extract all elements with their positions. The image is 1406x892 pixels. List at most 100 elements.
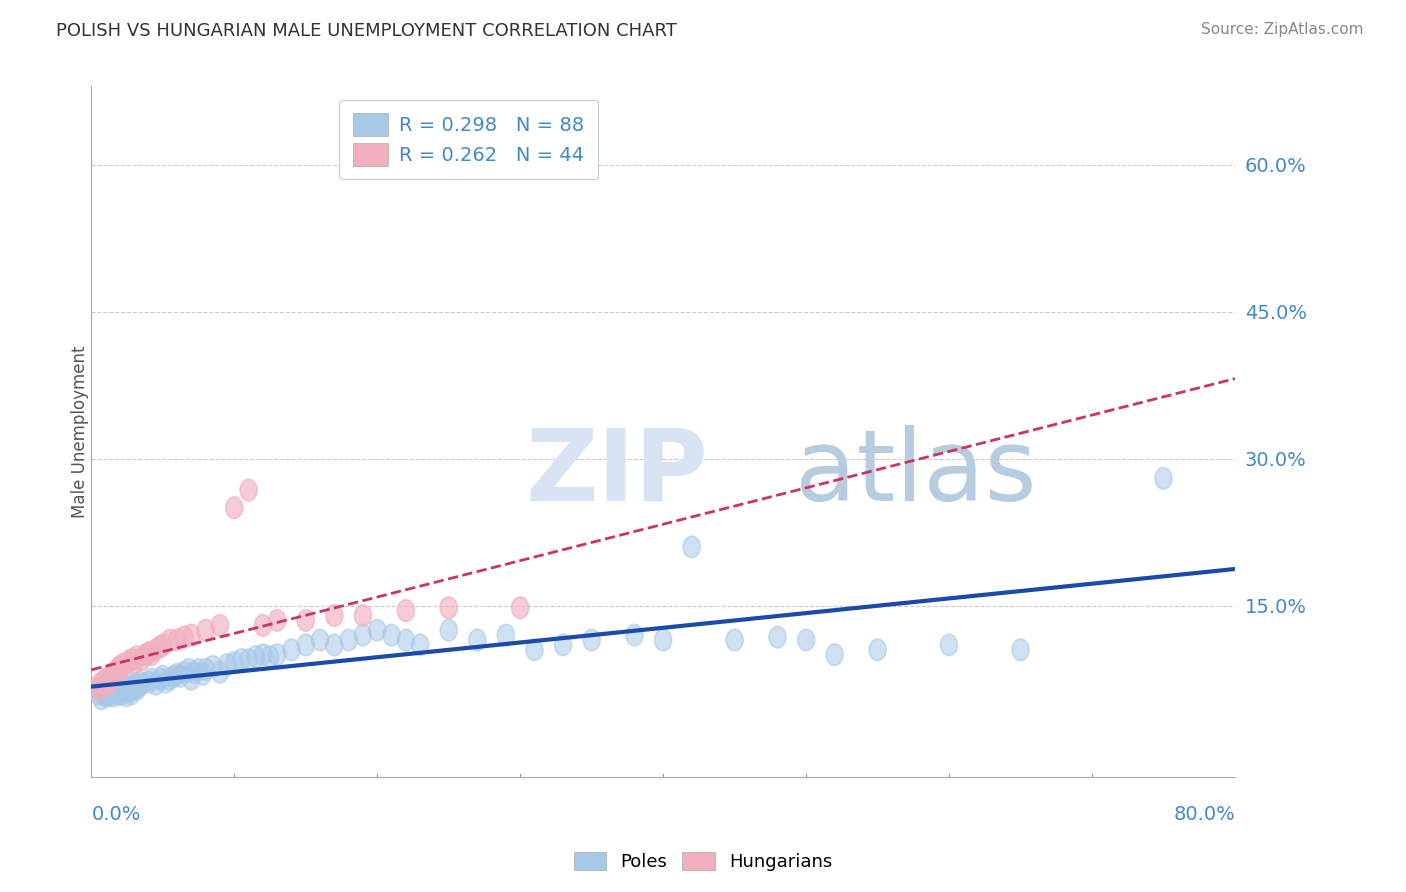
- Ellipse shape: [233, 648, 250, 671]
- Ellipse shape: [97, 685, 114, 706]
- Ellipse shape: [162, 668, 179, 690]
- Ellipse shape: [326, 605, 343, 626]
- Ellipse shape: [129, 675, 148, 697]
- Ellipse shape: [468, 629, 486, 651]
- Ellipse shape: [166, 665, 183, 687]
- Ellipse shape: [183, 668, 200, 690]
- Ellipse shape: [117, 685, 134, 706]
- Ellipse shape: [155, 634, 172, 656]
- Ellipse shape: [114, 678, 131, 700]
- Ellipse shape: [869, 639, 886, 661]
- Ellipse shape: [368, 619, 385, 641]
- Ellipse shape: [114, 673, 131, 695]
- Ellipse shape: [121, 681, 139, 702]
- Ellipse shape: [110, 662, 127, 683]
- Ellipse shape: [148, 673, 165, 695]
- Ellipse shape: [101, 678, 118, 700]
- Ellipse shape: [132, 673, 150, 695]
- Ellipse shape: [1154, 467, 1173, 489]
- Ellipse shape: [90, 683, 107, 705]
- Ellipse shape: [103, 683, 120, 705]
- Ellipse shape: [440, 619, 457, 641]
- Ellipse shape: [157, 672, 174, 693]
- Ellipse shape: [100, 685, 117, 706]
- Ellipse shape: [626, 624, 643, 646]
- Ellipse shape: [101, 673, 118, 695]
- Ellipse shape: [440, 597, 457, 618]
- Ellipse shape: [152, 636, 169, 657]
- Ellipse shape: [326, 634, 343, 656]
- Ellipse shape: [120, 673, 138, 695]
- Ellipse shape: [108, 678, 125, 700]
- Ellipse shape: [97, 681, 114, 703]
- Ellipse shape: [94, 672, 111, 693]
- Ellipse shape: [583, 629, 600, 651]
- Ellipse shape: [122, 648, 141, 671]
- Ellipse shape: [114, 654, 131, 675]
- Ellipse shape: [98, 673, 115, 695]
- Ellipse shape: [169, 664, 186, 685]
- Ellipse shape: [162, 629, 179, 651]
- Ellipse shape: [122, 683, 141, 705]
- Ellipse shape: [152, 668, 169, 690]
- Ellipse shape: [93, 675, 110, 697]
- Ellipse shape: [111, 656, 128, 677]
- Ellipse shape: [354, 624, 371, 646]
- Ellipse shape: [176, 662, 193, 683]
- Ellipse shape: [141, 642, 157, 664]
- Ellipse shape: [110, 683, 127, 705]
- Ellipse shape: [97, 668, 114, 690]
- Ellipse shape: [93, 688, 110, 710]
- Ellipse shape: [240, 479, 257, 501]
- Legend: Poles, Hungarians: Poles, Hungarians: [567, 845, 839, 879]
- Ellipse shape: [412, 634, 429, 656]
- Ellipse shape: [105, 662, 122, 683]
- Ellipse shape: [128, 678, 146, 700]
- Text: ZIP: ZIP: [526, 425, 709, 522]
- Ellipse shape: [655, 629, 672, 651]
- Ellipse shape: [125, 652, 143, 673]
- Ellipse shape: [211, 615, 229, 636]
- Ellipse shape: [107, 664, 124, 685]
- Ellipse shape: [197, 658, 214, 681]
- Ellipse shape: [269, 609, 285, 632]
- Ellipse shape: [98, 683, 115, 705]
- Ellipse shape: [138, 644, 155, 665]
- Ellipse shape: [190, 658, 207, 681]
- Ellipse shape: [218, 654, 236, 675]
- Ellipse shape: [398, 599, 415, 622]
- Ellipse shape: [526, 639, 543, 661]
- Ellipse shape: [91, 678, 108, 700]
- Text: atlas: atlas: [794, 425, 1036, 522]
- Ellipse shape: [143, 644, 160, 665]
- Ellipse shape: [105, 685, 122, 706]
- Ellipse shape: [96, 675, 112, 697]
- Ellipse shape: [312, 629, 329, 651]
- Ellipse shape: [143, 668, 160, 690]
- Ellipse shape: [194, 664, 211, 685]
- Ellipse shape: [148, 639, 165, 661]
- Ellipse shape: [226, 497, 243, 518]
- Ellipse shape: [107, 681, 124, 703]
- Ellipse shape: [240, 648, 257, 671]
- Ellipse shape: [554, 634, 572, 656]
- Ellipse shape: [1012, 639, 1029, 661]
- Ellipse shape: [103, 665, 120, 687]
- Ellipse shape: [127, 673, 145, 695]
- Ellipse shape: [297, 609, 315, 632]
- Ellipse shape: [101, 672, 118, 693]
- Ellipse shape: [254, 644, 271, 665]
- Ellipse shape: [725, 629, 744, 651]
- Ellipse shape: [827, 644, 844, 665]
- Ellipse shape: [262, 646, 278, 667]
- Ellipse shape: [118, 652, 135, 673]
- Ellipse shape: [115, 681, 132, 703]
- Ellipse shape: [186, 662, 202, 683]
- Ellipse shape: [769, 626, 786, 648]
- Ellipse shape: [254, 615, 271, 636]
- Ellipse shape: [683, 536, 700, 558]
- Ellipse shape: [297, 634, 315, 656]
- Ellipse shape: [211, 662, 229, 683]
- Ellipse shape: [340, 629, 357, 651]
- Ellipse shape: [128, 646, 146, 667]
